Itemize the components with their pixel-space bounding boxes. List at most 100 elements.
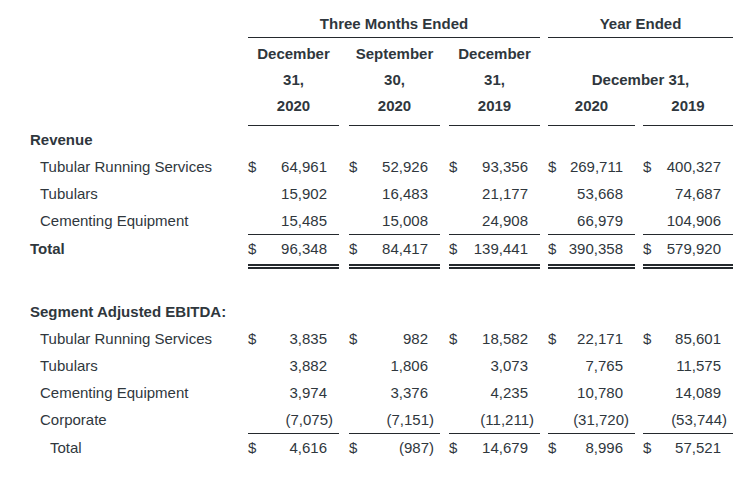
cell-value: 24,908 — [482, 207, 540, 234]
cell-value: (7,151) — [386, 406, 440, 433]
cell-value: 15,485 — [281, 207, 339, 234]
row-label: Tubulars — [30, 180, 248, 207]
currency-symbol: $ — [449, 434, 457, 461]
cell-value: 85,601 — [675, 325, 733, 352]
currency-symbol: $ — [643, 153, 651, 180]
cell-value: 8,996 — [585, 434, 635, 461]
cell-value: 4,616 — [289, 434, 339, 461]
table-cell: $390,358 — [548, 235, 635, 269]
table-cell: 74,687 — [643, 180, 733, 207]
cell-value: 1,806 — [390, 352, 440, 379]
column-header-line: December — [449, 41, 540, 67]
ebitda-row-corporate: Corporate (7,075) (7,151) (11,211) (31,7… — [30, 406, 746, 434]
currency-symbol: $ — [548, 235, 556, 262]
table-cell: 15,485 — [248, 207, 339, 235]
year-columns: 2020 2019 — [548, 93, 733, 126]
column-header-line: September — [349, 41, 440, 67]
column-gap — [635, 93, 643, 126]
ebitda-section-header: Segment Adjusted EBITDA: — [30, 298, 746, 325]
cell-value: 400,327 — [667, 153, 733, 180]
table-cell: 10,780 — [548, 379, 635, 406]
table-cell: $ (987) — [349, 434, 440, 461]
row-label: Total — [30, 235, 248, 269]
cell-value: 11,575 — [676, 352, 733, 379]
column-header-year-2020: 2020 — [548, 93, 635, 126]
column-header-september-30-2020: September 30, 2020 — [349, 41, 440, 126]
ebitda-row-tubular-running-services: Tubular Running Services $3,835 $982 $18… — [30, 325, 746, 352]
currency-symbol: $ — [248, 153, 256, 180]
cell-value: 3,974 — [289, 379, 339, 406]
table-cell: 15,902 — [248, 180, 339, 207]
currency-symbol: $ — [548, 434, 556, 461]
ebitda-total-row: Total $4,616 $(987) $14,679 $8,996 $57,5… — [30, 434, 746, 461]
table-cell: $22,171 — [548, 325, 635, 352]
currency-symbol: $ — [643, 235, 651, 262]
currency-symbol: $ — [349, 325, 357, 352]
table-cell: $982 — [349, 325, 440, 352]
cell-value: (987) — [399, 434, 440, 461]
row-label: Cementing Equipment — [30, 207, 248, 235]
table-cell: $400,327 — [643, 153, 733, 180]
currency-symbol: $ — [449, 153, 457, 180]
row-label: Corporate — [30, 406, 248, 434]
table-cell: 7,765 — [548, 352, 635, 379]
cell-value: 14,679 — [482, 434, 540, 461]
cell-value: 64,961 — [281, 153, 339, 180]
column-header-line: 2020 — [349, 93, 440, 119]
cell-value: 3,376 — [390, 379, 440, 406]
revenue-row-tubular-running-services: Tubular Running Services $64,961 $52,926… — [30, 153, 746, 180]
cell-value: 3,835 — [289, 325, 339, 352]
table-cell: 1,806 — [349, 352, 440, 379]
section-title: Segment Adjusted EBITDA: — [30, 298, 248, 325]
cell-value: 3,882 — [289, 352, 339, 379]
cell-value: 4,235 — [490, 379, 540, 406]
table-header-columns: December 31, 2020 September 30, 2020 Dec… — [30, 41, 746, 126]
currency-symbol: $ — [349, 235, 357, 262]
header-year-ended: Year Ended — [548, 14, 733, 38]
revenue-total-row: Total $96,348 $84,417 $139,441 $390,358 … — [30, 235, 746, 269]
cell-value: 57,521 — [675, 434, 733, 461]
table-cell: $14,679 — [449, 434, 540, 461]
currency-symbol: $ — [548, 153, 556, 180]
table-cell: 53,668 — [548, 180, 635, 207]
table-cell: $139,441 — [449, 235, 540, 269]
cell-value: 14,089 — [675, 379, 733, 406]
ebitda-row-cementing-equipment: Cementing Equipment 3,974 3,376 4,235 10… — [30, 379, 746, 406]
currency-symbol: $ — [248, 434, 256, 461]
table-cell: (7,075) — [248, 406, 339, 434]
column-header-december-31: December 31, — [548, 67, 733, 93]
currency-symbol: $ — [349, 434, 357, 461]
table-cell: $64,961 — [248, 153, 339, 180]
cell-value: 15,008 — [382, 207, 440, 234]
table-cell: 21,177 — [449, 180, 540, 207]
column-header-line: 2020 — [248, 93, 339, 119]
table-cell: $85,601 — [643, 325, 733, 352]
cell-value: 84,417 — [382, 235, 440, 262]
table-cell: $96,348 — [248, 235, 339, 269]
cell-value: 18,582 — [482, 325, 540, 352]
row-label: Tubular Running Services — [30, 325, 248, 352]
column-header-year-2019: 2019 — [643, 93, 733, 126]
table-cell: 11,575 — [643, 352, 733, 379]
currency-symbol: $ — [248, 325, 256, 352]
table-cell: (53,744) — [643, 406, 733, 434]
cell-value: (53,744) — [671, 406, 733, 433]
table-cell: $4,616 — [248, 434, 339, 461]
revenue-row-tubulars: Tubulars 15,902 16,483 21,177 53,668 74,… — [30, 180, 746, 207]
column-header-december-31-2020: December 31, 2020 — [248, 41, 339, 126]
table-cell: $18,582 — [449, 325, 540, 352]
cell-value: 16,483 — [382, 180, 440, 207]
cell-value: 982 — [403, 325, 440, 352]
cell-value: 21,177 — [482, 180, 540, 207]
currency-symbol: $ — [643, 325, 651, 352]
ebitda-row-tubulars: Tubulars 3,882 1,806 3,073 7,765 11,575 — [30, 352, 746, 379]
header-three-months-ended: Three Months Ended — [248, 14, 540, 38]
table-cell: 3,376 — [349, 379, 440, 406]
cell-value: (7,075) — [285, 406, 339, 433]
financial-statement-page: Three Months Ended Year Ended December 3… — [0, 0, 746, 477]
cell-value: 22,171 — [577, 325, 635, 352]
table-cell: 104,906 — [643, 207, 733, 235]
cell-value: 53,668 — [577, 180, 635, 207]
table-cell: $8,996 — [548, 434, 635, 461]
currency-symbol: $ — [449, 235, 457, 262]
